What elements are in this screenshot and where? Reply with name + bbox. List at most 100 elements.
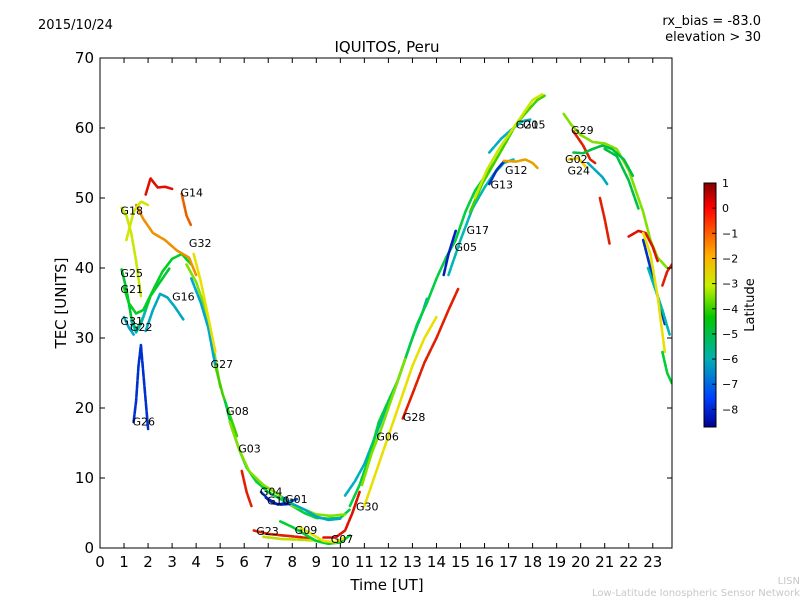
colorbar-tick-label: −2 — [722, 252, 738, 265]
series-G05 — [442, 229, 457, 277]
plot-frame — [99, 57, 673, 549]
x-tick-label: 19 — [547, 553, 566, 571]
prn-label-G05: G05 — [454, 241, 477, 254]
prn-label-G24: G24 — [567, 165, 590, 178]
series-layer — [120, 93, 672, 546]
plot-area — [100, 58, 672, 548]
x-tick-label: 15 — [451, 553, 470, 571]
x-tick-label: 21 — [595, 553, 614, 571]
x-tick-label: 5 — [215, 553, 225, 571]
series-G07 — [322, 490, 361, 539]
elevation-label: elevation > 30 — [665, 30, 761, 45]
y-tick-label: 10 — [75, 469, 94, 487]
series-G23 — [252, 529, 311, 540]
y-tick-label: 30 — [75, 329, 94, 347]
footer-credit: LISN Low-Latitude Ionospheric Sensor Net… — [592, 576, 800, 600]
series-G11e — [661, 350, 672, 385]
prn-label-G30: G30 — [356, 501, 379, 514]
series-G09b — [298, 525, 347, 544]
x-tick-label: 9 — [312, 553, 322, 571]
series-G22 — [129, 308, 147, 334]
series-G09 — [279, 520, 352, 546]
x-tick-label: 0 — [95, 553, 105, 571]
footer-network: Low-Latitude Ionospheric Sensor Network — [592, 588, 800, 599]
x-tick-label: 7 — [263, 553, 273, 571]
colorbar-tick-label: 1 — [722, 177, 729, 190]
prn-label-G09: G09 — [295, 524, 318, 537]
series-G06 — [360, 357, 407, 487]
colorbar-tick-label: −1 — [722, 227, 738, 240]
x-tick-label: 20 — [571, 553, 590, 571]
header-info: rx_bias = -83.0 elevation > 30 — [662, 14, 761, 46]
series-G28b — [363, 315, 438, 508]
colorbar-tick-label: −4 — [722, 303, 738, 316]
x-tick-label: 6 — [239, 553, 249, 571]
prn-label-G27: G27 — [211, 358, 234, 371]
series-G30b — [348, 161, 496, 508]
x-tick-label: 8 — [287, 553, 297, 571]
prn-label-G22: G22 — [130, 321, 153, 334]
series-G32b — [125, 200, 150, 242]
x-tick-label: 23 — [643, 553, 662, 571]
y-tick-label: 40 — [75, 259, 94, 277]
series-G24b — [586, 161, 609, 186]
prn-label-G08: G08 — [226, 405, 249, 418]
colorbar — [703, 182, 717, 428]
series-G24c — [598, 196, 611, 245]
series-G18 — [120, 206, 143, 298]
axis-layer: 0 1 2 3 4 5 6 7 8 9 10 11 12 13 14 15 16 17 18 19 20 21 22 2301… — [75, 49, 672, 571]
prn-label-G02: G02 — [565, 153, 588, 166]
series-G11f — [661, 263, 672, 287]
series-G11d — [641, 231, 667, 354]
series-G15b — [473, 93, 544, 200]
series-G12 — [502, 158, 539, 170]
y-tick-label: 70 — [75, 49, 94, 67]
x-tick-label: 18 — [523, 553, 542, 571]
x-tick-label: 22 — [619, 553, 638, 571]
prn-label-G18: G18 — [120, 205, 143, 218]
series-G16 — [144, 292, 186, 333]
footer-lisn: LISN — [777, 576, 800, 587]
x-tick-label: 4 — [191, 553, 201, 571]
series-G21 — [122, 252, 193, 315]
prn-label-G01: G01 — [285, 493, 308, 506]
colorbar-tick-label: −8 — [722, 403, 738, 416]
x-tick-label: 2 — [143, 553, 153, 571]
series-G32 — [134, 203, 198, 277]
series-G24d — [603, 147, 640, 210]
series-G28 — [401, 287, 460, 420]
y-tick-label: 60 — [75, 119, 94, 137]
prn-label-G10: G10 — [267, 494, 290, 507]
series-G27c — [192, 252, 217, 354]
x-tick-label: 13 — [403, 553, 422, 571]
x-tick-label: 10 — [331, 553, 350, 571]
y-tick-label: 20 — [75, 399, 94, 417]
colorbar-label: Latitude — [743, 278, 758, 332]
colorbar-ticks: 1 0 −1 −2 −3 −4 −5 −6 −7 −8 — [712, 177, 738, 416]
series-G10 — [264, 496, 292, 506]
prn-label-G14: G14 — [181, 186, 204, 199]
y-tick-label: 50 — [75, 189, 94, 207]
prn-label-G31: G31 — [120, 315, 143, 328]
series-G24 — [567, 156, 587, 168]
prn-label-G06: G06 — [376, 431, 399, 444]
y-tick-label: 0 — [84, 539, 94, 557]
prn-label-G12: G12 — [505, 164, 528, 177]
prn-label-G28: G28 — [403, 411, 426, 424]
series-G14b — [180, 192, 193, 228]
series-G13 — [488, 160, 506, 186]
prn-label-layer: G18G14G32G25G21G16G31G22G27G26G08G03G04G… — [120, 119, 593, 546]
x-axis-label: Time [UT] — [349, 576, 423, 594]
prn-label-G20: G20 — [516, 119, 539, 132]
rx-bias-label: rx_bias = -83.0 — [662, 14, 761, 29]
series-G31 — [122, 315, 135, 336]
date-label: 2015/10/24 — [38, 18, 113, 33]
prn-label-G07: G07 — [331, 533, 354, 546]
series-G14 — [144, 177, 174, 196]
prn-label-G15: G15 — [523, 119, 546, 132]
prn-label-G13: G13 — [491, 179, 514, 192]
colorbar-tick-label: −5 — [722, 328, 738, 341]
x-tick-label: 1 — [119, 553, 129, 571]
prn-label-G16: G16 — [172, 291, 195, 304]
